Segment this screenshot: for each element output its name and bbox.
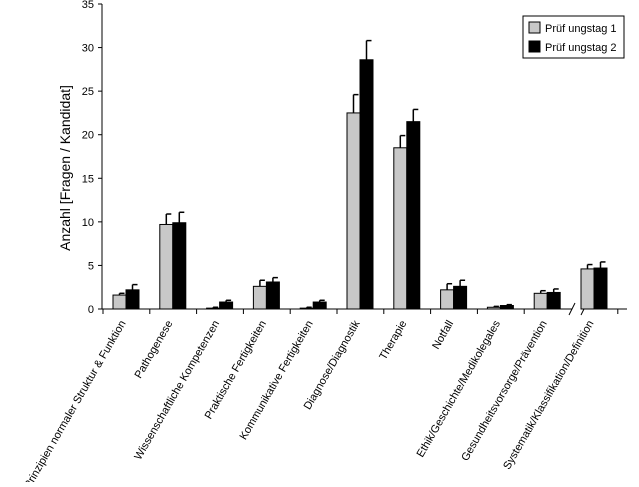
bar-2 — [453, 285, 468, 310]
bar-1 — [206, 307, 221, 310]
bar-1 — [440, 289, 455, 310]
x-tick-label: Notfall — [430, 319, 456, 352]
y-tick-label: 0 — [88, 304, 94, 316]
x-tick-label: Therapie — [377, 319, 409, 363]
bar-2 — [499, 305, 514, 310]
bar-1 — [346, 112, 361, 310]
legend-label-series-2: Prüf ungstag 2 — [545, 42, 617, 54]
bar-2 — [359, 59, 374, 310]
tick-labels: Prinzipien normaler Struktur & Funktion P… — [22, 318, 596, 487]
legend-swatch-series-1 — [528, 21, 541, 34]
bar-2 — [593, 267, 608, 310]
bar-2 — [172, 222, 187, 310]
y-tick-label: 20 — [82, 130, 94, 142]
bar-1 — [580, 268, 595, 310]
x-tick-label: Systematik/Klassifikation/Definition — [501, 319, 596, 472]
bar-2 — [406, 121, 421, 310]
bar-1 — [252, 285, 267, 310]
y-tick-label: 30 — [82, 43, 94, 55]
bar-1 — [299, 307, 314, 310]
y-tick-label: 15 — [82, 173, 94, 185]
bar-1 — [486, 306, 501, 310]
legend-swatch-series-2 — [528, 40, 541, 53]
bar-1 — [393, 147, 408, 310]
bar-1 — [112, 294, 127, 310]
bar-2 — [312, 301, 327, 310]
x-tick-label: Wissenschaftliche Kompetenzen — [132, 319, 222, 463]
bars — [112, 39, 608, 310]
bar-1 — [159, 223, 174, 310]
y-tick-label: 5 — [88, 260, 94, 272]
y-tick-label: 25 — [82, 86, 94, 98]
legend: Prüf ungstag 1 Prüf ungstag 2 — [522, 15, 625, 59]
bar-2 — [546, 291, 561, 310]
bar-2 — [265, 281, 280, 310]
legend-label-series-1: Prüf ungstag 1 — [545, 23, 617, 35]
x-tick-label: Prinzipien normaler Struktur & Funktion — [22, 319, 128, 483]
y-tick-label: 35 — [82, 0, 94, 11]
x-tick-label: Ethik/Geschichte/Medikolegales — [415, 318, 504, 459]
bar-2 — [125, 289, 140, 310]
bar-1 — [533, 292, 548, 310]
bar-2 — [219, 301, 234, 310]
x-tick-label: Pathogenese — [133, 319, 176, 381]
axis-break-mark — [568, 302, 576, 316]
y-tick-label: 10 — [82, 217, 94, 229]
x-tick-label: Gesundheitsvorsorge/Prävention — [459, 319, 550, 464]
axes: 0 5 10 15 20 25 30 35 — [82, 0, 627, 316]
y-axis-title: Anzahl [Fragen / Kandidat] — [57, 85, 73, 251]
